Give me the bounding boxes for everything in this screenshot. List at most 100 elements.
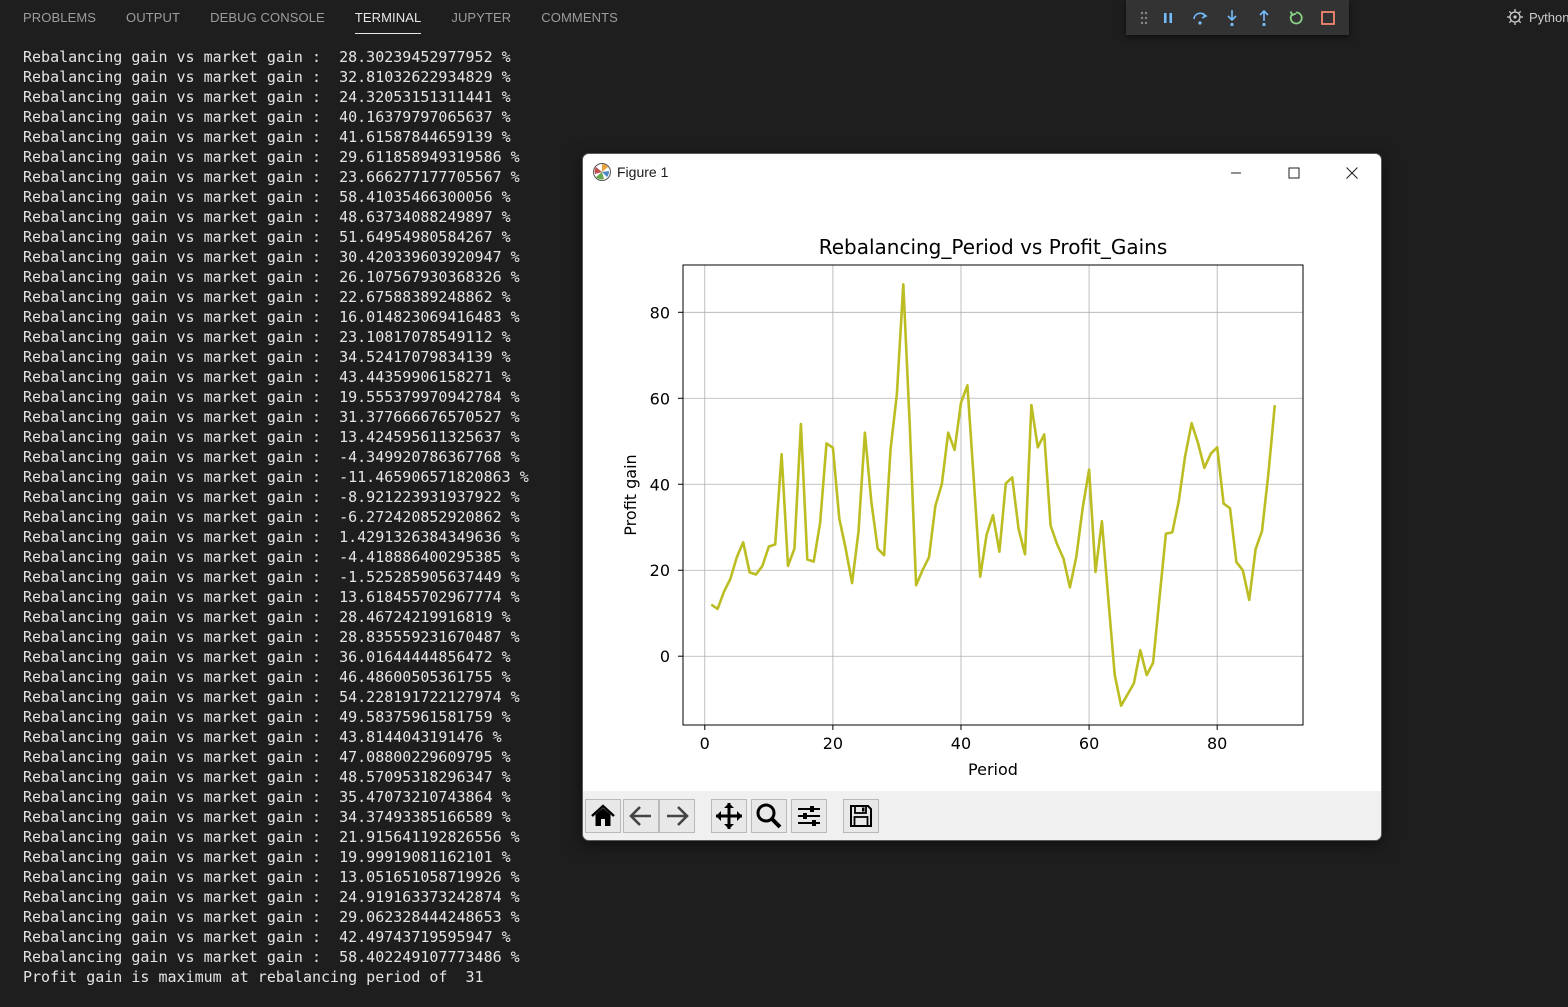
restart-icon[interactable] (1280, 2, 1312, 34)
configure-subplots-button[interactable] (791, 799, 827, 833)
terminal-line-value: 13.618455702967774 % (339, 588, 520, 606)
tab-terminal[interactable]: TERMINAL (354, 0, 422, 36)
y-tick-label: 0 (660, 647, 670, 666)
tab-jupyter[interactable]: JUPYTER (451, 10, 512, 25)
terminal-line-prefix: Rebalancing gain vs market gain : (23, 528, 340, 546)
terminal-line-value: 19.555379970942784 % (339, 388, 520, 406)
terminal-line-value: -4.349920786367768 % (339, 448, 520, 466)
terminal-line: Rebalancing gain vs market gain : 13.424… (23, 427, 529, 447)
save-button[interactable] (843, 799, 879, 833)
close-button[interactable] (1323, 154, 1381, 191)
terminal-line-prefix: Rebalancing gain vs market gain : (23, 368, 340, 386)
terminal-line-value: 43.44359906158271 % (339, 368, 511, 386)
terminal-line-value: 13.424595611325637 % (339, 428, 520, 446)
figure-titlebar[interactable]: Figure 1 (583, 154, 1381, 191)
debug-target[interactable]: Python (1506, 8, 1568, 26)
terminal-line: Rebalancing gain vs market gain : 21.915… (23, 827, 529, 847)
minimize-button[interactable] (1207, 154, 1265, 191)
terminal-line-prefix: Rebalancing gain vs market gain : (23, 148, 340, 166)
terminal-line: Rebalancing gain vs market gain : 30.420… (23, 247, 529, 267)
terminal-line-value: 51.64954980584267 % (339, 228, 511, 246)
step-into-icon[interactable] (1216, 2, 1248, 34)
pause-icon[interactable] (1152, 2, 1184, 34)
maximize-icon (1288, 167, 1300, 178)
terminal-line: Rebalancing gain vs market gain : 16.014… (23, 307, 529, 327)
terminal-line-value: 40.16379797065637 % (339, 108, 511, 126)
terminal-line-value: 49.58375961581759 % (339, 708, 511, 726)
terminal-line-value: 24.919163373242874 % (339, 888, 520, 906)
terminal-line: Rebalancing gain vs market gain : 43.814… (23, 727, 529, 747)
y-tick-label: 80 (650, 303, 670, 322)
terminal-line-value: -11.465906571820863 % (339, 468, 529, 486)
terminal-line: Rebalancing gain vs market gain : 29.611… (23, 147, 529, 167)
terminal-line-prefix: Rebalancing gain vs market gain : (23, 428, 340, 446)
x-tick-label: 40 (951, 734, 971, 753)
terminal-line: Rebalancing gain vs market gain : 24.320… (23, 87, 529, 107)
terminal-line: Rebalancing gain vs market gain : -4.418… (23, 547, 529, 567)
y-tick-label: 60 (650, 389, 670, 408)
terminal-line-prefix: Rebalancing gain vs market gain : (23, 628, 340, 646)
terminal-line: Rebalancing gain vs market gain : 43.443… (23, 367, 529, 387)
x-tick-label: 20 (823, 734, 843, 753)
stop-icon[interactable] (1312, 2, 1344, 34)
terminal-line-value: -4.418886400295385 % (339, 548, 520, 566)
terminal-line-prefix: Rebalancing gain vs market gain : (23, 768, 340, 786)
terminal-line-prefix: Rebalancing gain vs market gain : (23, 348, 340, 366)
figure-window: Figure 1 0 20 40 60 80 0 20 40 60 80 Rebalancing_… (582, 153, 1382, 841)
back-button[interactable] (623, 799, 659, 833)
terminal-line-value: 46.48600505361755 % (339, 668, 511, 686)
terminal-output[interactable]: Rebalancing gain vs market gain : 28.302… (23, 47, 529, 987)
y-tick-label: 40 (650, 475, 670, 494)
terminal-line-prefix: Rebalancing gain vs market gain : (23, 48, 340, 66)
minimize-icon (1231, 172, 1241, 173)
terminal-line: Rebalancing gain vs market gain : 19.999… (23, 847, 529, 867)
zoom-icon (756, 803, 782, 829)
terminal-line-prefix: Rebalancing gain vs market gain : (23, 188, 340, 206)
terminal-line: Rebalancing gain vs market gain : 24.919… (23, 887, 529, 907)
terminal-line-prefix: Rebalancing gain vs market gain : (23, 288, 340, 306)
terminal-line-prefix: Rebalancing gain vs market gain : (23, 608, 340, 626)
x-axis-label: Period (968, 760, 1018, 779)
terminal-line-value: 34.37493385166589 % (339, 808, 511, 826)
maximize-button[interactable] (1265, 154, 1323, 191)
home-button[interactable] (585, 799, 621, 833)
terminal-line: Rebalancing gain vs market gain : 40.163… (23, 107, 529, 127)
drag-handle-icon[interactable] (1136, 2, 1152, 34)
chart-canvas[interactable]: 0 20 40 60 80 0 20 40 60 80 Rebalancing_Period vs… (583, 191, 1382, 791)
tab-output[interactable]: OUTPUT (126, 10, 181, 25)
terminal-line-value: 23.10817078549112 % (339, 328, 511, 346)
terminal-line-prefix: Rebalancing gain vs market gain : (23, 108, 340, 126)
step-out-icon[interactable] (1248, 2, 1280, 34)
terminal-line-prefix: Rebalancing gain vs market gain : (23, 568, 340, 586)
terminal-line: Rebalancing gain vs market gain : 28.835… (23, 627, 529, 647)
pan-icon (716, 803, 742, 829)
terminal-line: Rebalancing gain vs market gain : 34.374… (23, 807, 529, 827)
x-tick-label: 0 (700, 734, 710, 753)
terminal-line-value: 28.46724219916819 % (339, 608, 511, 626)
x-tick-label: 60 (1079, 734, 1099, 753)
terminal-line: Rebalancing gain vs market gain : 29.062… (23, 907, 529, 927)
terminal-line: Rebalancing gain vs market gain : 32.810… (23, 67, 529, 87)
terminal-line-value: -8.921223931937922 % (339, 488, 520, 506)
terminal-line-prefix: Rebalancing gain vs market gain : (23, 388, 340, 406)
terminal-line-value: 16.014823069416483 % (339, 308, 520, 326)
x-tick-label: 80 (1207, 734, 1227, 753)
y-axis-label: Profit gain (621, 454, 640, 535)
terminal-line-prefix: Rebalancing gain vs market gain : (23, 448, 340, 466)
pan-button[interactable] (711, 799, 747, 833)
terminal-line-value: 43.8144043191476 % (339, 728, 502, 746)
terminal-line-value: 24.32053151311441 % (339, 88, 511, 106)
tab-problems[interactable]: PROBLEMS (23, 10, 97, 25)
tab-comments[interactable]: COMMENTS (541, 10, 618, 25)
terminal-line: Rebalancing gain vs market gain : 54.228… (23, 687, 529, 707)
terminal-line-value: 21.915641192826556 % (339, 828, 520, 846)
zoom-button[interactable] (751, 799, 787, 833)
forward-button[interactable] (659, 799, 695, 833)
terminal-line-prefix: Rebalancing gain vs market gain : (23, 828, 340, 846)
terminal-line: Rebalancing gain vs market gain : 1.4291… (23, 527, 529, 547)
terminal-line: Rebalancing gain vs market gain : 13.618… (23, 587, 529, 607)
terminal-line-value: 42.49743719595947 % (339, 928, 511, 946)
terminal-line-prefix: Rebalancing gain vs market gain : (23, 128, 340, 146)
step-over-icon[interactable] (1184, 2, 1216, 34)
tab-debug-console[interactable]: DEBUG CONSOLE (210, 10, 325, 25)
